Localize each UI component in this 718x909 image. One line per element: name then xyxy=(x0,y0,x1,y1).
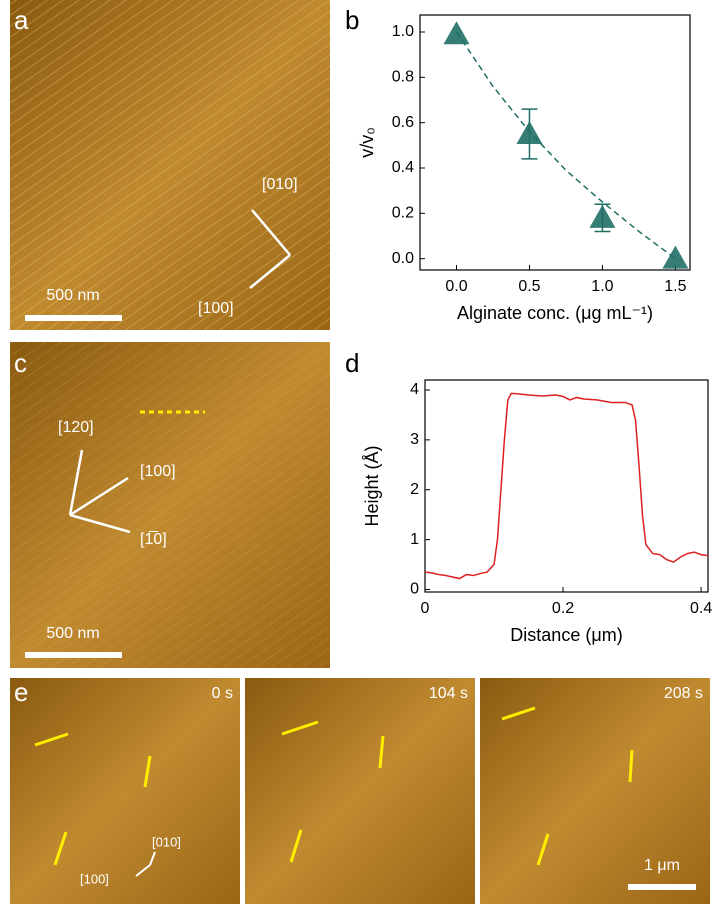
panel-label: b xyxy=(345,5,359,35)
frame-time: 208 s xyxy=(664,685,703,702)
plot-frame xyxy=(424,379,709,593)
y-tick-label: 3 xyxy=(410,431,419,448)
y-tick-label: 0.2 xyxy=(392,205,414,222)
x-tick-label: 0.4 xyxy=(690,600,712,617)
panel-label: a xyxy=(14,5,29,35)
direction-label: [100] xyxy=(140,463,176,480)
scale-bar-label: 500 nm xyxy=(46,625,99,642)
marker xyxy=(589,204,616,228)
x-tick-label: 0 xyxy=(421,600,430,617)
y-tick-label: 2 xyxy=(410,481,419,498)
scale-bar-label: 1 μm xyxy=(644,857,680,874)
panel-label: c xyxy=(14,348,27,378)
y-tick-label: 0.6 xyxy=(392,114,414,131)
x-tick-label: 0.5 xyxy=(518,278,540,295)
x-axis-label: Alginate conc. (μg mL⁻¹) xyxy=(457,303,653,323)
y-tick-label: 4 xyxy=(410,381,419,398)
direction-label: [100] xyxy=(80,871,109,886)
y-tick-label: 1 xyxy=(410,531,419,548)
x-tick-label: 1.0 xyxy=(591,278,613,295)
y-axis-label: Height (Å) xyxy=(362,445,382,526)
x-axis-label: Distance (μm) xyxy=(510,625,622,645)
y-tick-label: 0.8 xyxy=(392,69,414,86)
direction-label: [1̅0] xyxy=(140,530,167,548)
y-tick-label: 0 xyxy=(410,581,419,598)
y-tick-label: 1.0 xyxy=(392,23,414,40)
panel-label: e xyxy=(14,677,28,707)
marker xyxy=(662,245,689,269)
data-line xyxy=(424,392,709,580)
x-tick-label: 0.2 xyxy=(552,600,574,617)
data-line xyxy=(455,31,676,260)
direction-label: [010] xyxy=(152,834,181,849)
plot-frame xyxy=(419,14,691,271)
frame-time: 104 s xyxy=(429,685,468,702)
panel-label: d xyxy=(345,348,359,378)
frame-time: 0 s xyxy=(212,685,233,702)
direction-label: [010] xyxy=(262,176,298,193)
image-a: a 500 nm [010] [100] xyxy=(10,0,330,330)
image-c: c 500 nm [120] [100] [1̅0] xyxy=(10,342,330,668)
direction-label: [120] xyxy=(58,419,94,436)
y-axis-label: v/v₀ xyxy=(357,127,377,157)
y-tick-label: 0.0 xyxy=(392,250,414,267)
scale-bar-label: 500 nm xyxy=(46,287,99,304)
x-tick-label: 1.5 xyxy=(664,278,686,295)
y-tick-label: 0.4 xyxy=(392,159,414,176)
direction-label: [100] xyxy=(198,300,234,317)
x-tick-label: 0.0 xyxy=(445,278,467,295)
image-e: e 0 s 104 s 208 s 1 μm [010] [100] xyxy=(10,677,710,904)
